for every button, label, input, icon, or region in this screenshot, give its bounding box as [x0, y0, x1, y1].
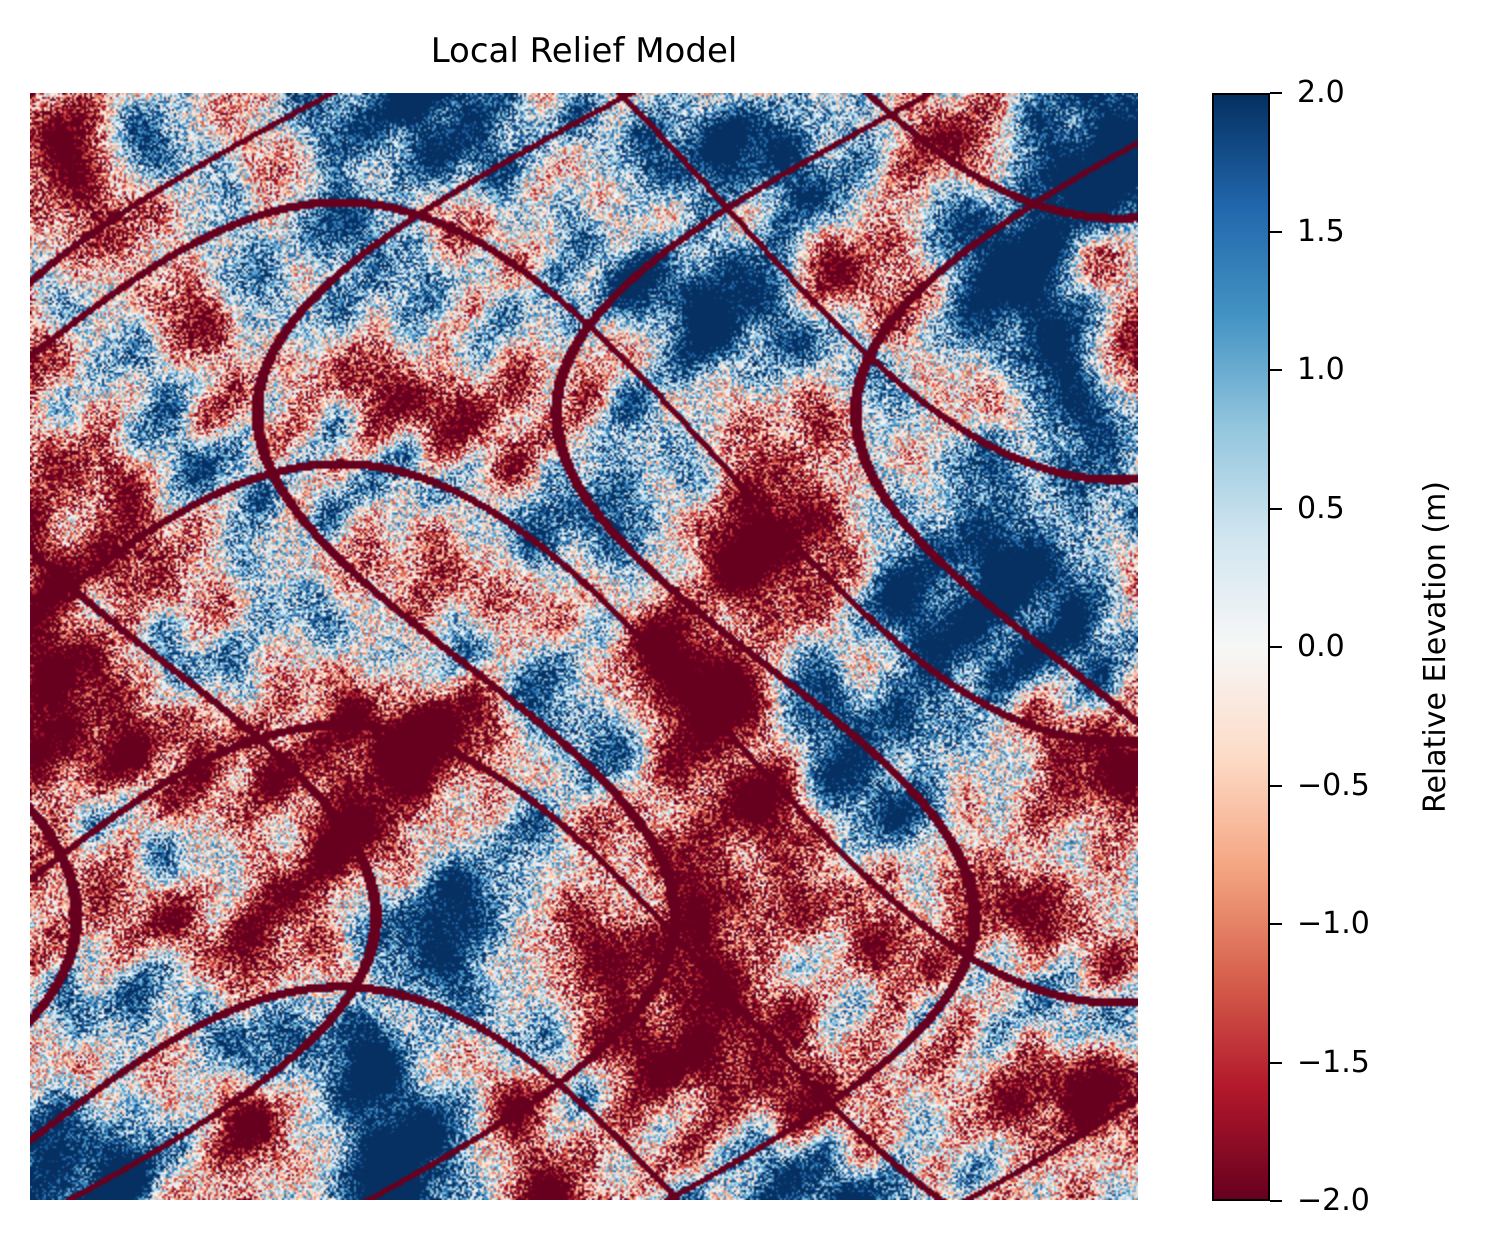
colorbar-tick	[1270, 923, 1282, 925]
colorbar-tick	[1270, 646, 1282, 648]
colorbar-tick-label: −1.5	[1297, 1044, 1370, 1080]
colorbar-tick-label: −1.0	[1297, 906, 1370, 941]
colorbar-tick	[1270, 230, 1282, 233]
colorbar-tick	[1270, 1200, 1282, 1202]
relief-raster	[30, 93, 1138, 1200]
colorbar-tick-label: 1.0	[1297, 352, 1345, 387]
colorbar-tick-label: −2.0	[1297, 1183, 1370, 1218]
colorbar-tick	[1270, 369, 1282, 371]
chart-title: Local Relief Model	[430, 31, 738, 71]
colorbar-tick	[1270, 784, 1282, 787]
colorbar-tick-label: 2.0	[1297, 75, 1345, 110]
relief-raster-canvas	[30, 93, 1138, 1200]
colorbar-tick	[1270, 92, 1282, 94]
colorbar-tick	[1270, 1061, 1282, 1064]
colorbar-tick-label: 1.5	[1297, 213, 1345, 249]
colorbar-label: Relative Elevation (m)	[1418, 480, 1453, 814]
colorbar-tick-label: 0.5	[1297, 490, 1345, 526]
colorbar-tick-label: 0.0	[1297, 629, 1345, 664]
colorbar-tick	[1270, 507, 1282, 510]
colorbar-tick-label: −0.5	[1297, 767, 1370, 803]
colorbar	[1212, 93, 1270, 1201]
